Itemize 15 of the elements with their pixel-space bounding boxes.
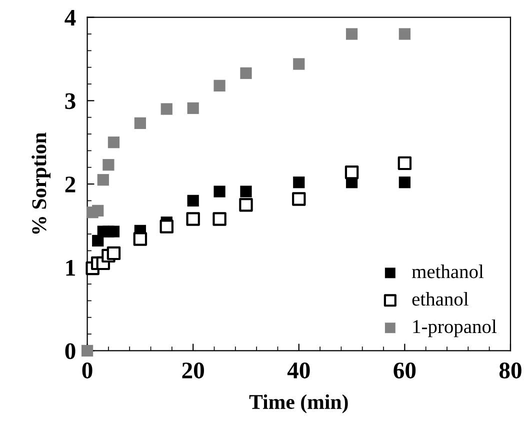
x-tick-label: 80 xyxy=(499,362,522,378)
x-tick-label: 20 xyxy=(182,362,204,378)
x-tick-label: 60 xyxy=(394,362,416,378)
legend-label: 1-propanol xyxy=(413,319,496,338)
y-tick-label: 4 xyxy=(64,10,76,26)
legend-label: methanol xyxy=(412,264,484,278)
x-tick-label: 40 xyxy=(287,362,310,378)
y-axis-title: % Sorption xyxy=(32,132,50,234)
x-tick-label: 0 xyxy=(82,362,92,378)
y-tick-label: 3 xyxy=(65,93,76,110)
y-tick-label: 2 xyxy=(65,176,76,192)
x-axis-title: Time (min) xyxy=(249,394,348,414)
y-tick-label: 0 xyxy=(65,343,76,360)
y-tick-label: 1 xyxy=(66,260,75,276)
legend-label: ethanol xyxy=(412,292,468,306)
